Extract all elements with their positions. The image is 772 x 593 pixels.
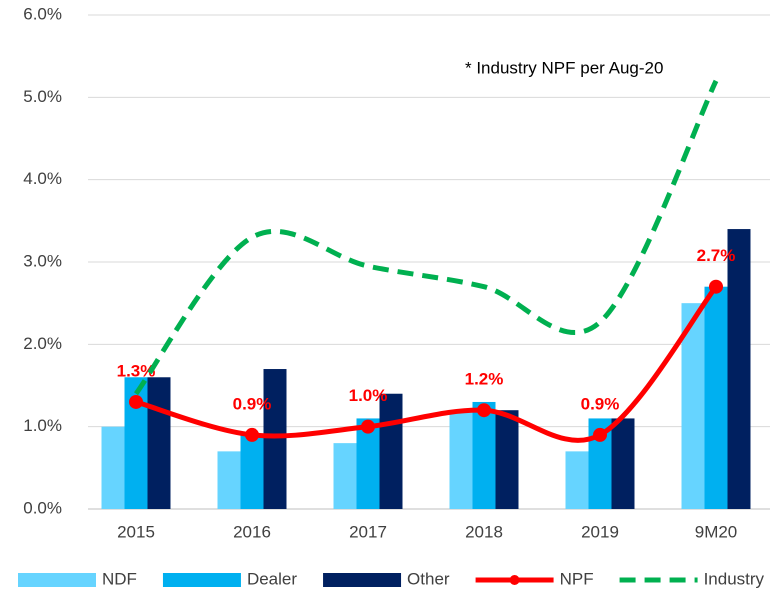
legend-swatch — [18, 573, 96, 587]
legend-label: NPF — [560, 569, 594, 588]
bar — [704, 286, 728, 509]
y-tick-label: 6.0% — [23, 4, 62, 23]
x-tick-label: 9M20 — [695, 522, 738, 541]
legend-swatch — [323, 573, 402, 587]
bar — [124, 377, 148, 509]
bar — [240, 434, 264, 509]
npf-marker — [709, 279, 723, 294]
bar — [565, 451, 589, 509]
bar — [495, 410, 519, 509]
legend-item: NDF — [18, 569, 137, 588]
bar — [681, 303, 705, 509]
npf-line — [135, 285, 718, 443]
bar — [379, 393, 403, 509]
legend-label: Other — [407, 569, 450, 588]
legend-label: Industry — [704, 569, 765, 588]
legend-label: NDF — [102, 569, 137, 588]
legend-swatch — [162, 573, 241, 587]
y-tick-label: 4.0% — [23, 169, 62, 188]
data-label: 1.2% — [465, 370, 504, 389]
legend-item: Dealer — [162, 569, 297, 588]
y-tick-label: 0.0% — [23, 498, 62, 517]
legend-item: Other — [323, 569, 450, 588]
legend-marker — [509, 575, 520, 585]
data-label: 1.3% — [117, 361, 156, 380]
y-tick-label: 1.0% — [23, 416, 62, 435]
npf-marker — [361, 419, 375, 434]
y-tick-label: 2.0% — [23, 334, 62, 353]
x-tick-label: 2015 — [117, 522, 155, 541]
bar — [727, 229, 751, 510]
y-tick-label: 5.0% — [23, 87, 62, 106]
data-label: 0.9% — [581, 394, 620, 413]
bar — [449, 410, 473, 509]
bar — [356, 418, 380, 509]
data-label: 0.9% — [233, 394, 272, 413]
npf-marker — [593, 427, 607, 442]
x-tick-label: 2016 — [233, 522, 271, 541]
data-label: 2.7% — [697, 246, 736, 265]
data-label: 1.0% — [349, 386, 388, 405]
bar — [611, 418, 635, 509]
x-tick-label: 2018 — [465, 522, 503, 541]
npf-marker — [129, 394, 143, 409]
bar — [217, 451, 241, 509]
industry-line — [133, 79, 719, 396]
legend-item: Industry — [619, 569, 765, 588]
bar — [263, 369, 287, 509]
npf-marker — [477, 403, 491, 418]
legend-item: NPF — [475, 569, 594, 588]
x-tick-label: 2019 — [581, 522, 619, 541]
y-tick-label: 3.0% — [23, 251, 62, 270]
x-tick-label: 2017 — [349, 522, 387, 541]
legend-label: Dealer — [247, 569, 297, 588]
bar — [101, 426, 125, 509]
annotation: * Industry NPF per Aug-20 — [465, 58, 663, 77]
bar — [588, 418, 612, 509]
bar — [472, 401, 496, 509]
npf-marker — [245, 427, 259, 442]
bar — [333, 443, 357, 509]
bar — [147, 377, 171, 509]
